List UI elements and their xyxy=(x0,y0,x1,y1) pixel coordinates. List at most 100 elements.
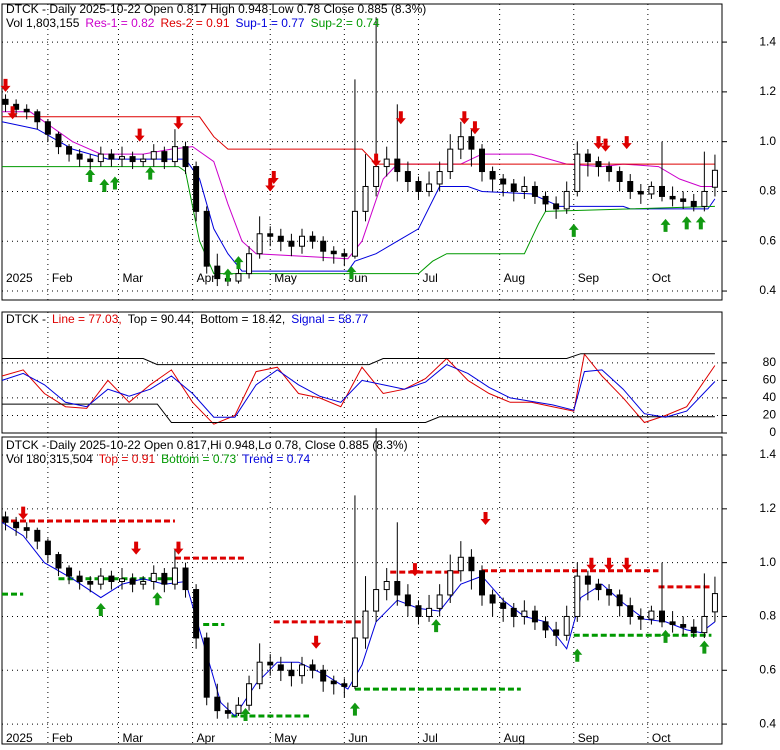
buy-arrow xyxy=(85,169,96,183)
panel-frame xyxy=(1,311,723,434)
candle-body xyxy=(648,610,655,620)
buy-arrow xyxy=(660,629,671,643)
candle-body xyxy=(637,615,644,620)
legend-entry: Bottom = 18.42, xyxy=(200,312,285,326)
candle-body xyxy=(341,253,348,257)
x-tick-label: Sep xyxy=(578,731,600,745)
y-tick-label: 0.6 xyxy=(759,233,776,247)
candle-body xyxy=(659,185,665,197)
candle-body xyxy=(23,527,30,531)
candle-body xyxy=(66,146,73,155)
buy-arrow xyxy=(99,179,110,193)
legend-entry: Top = 0.91 xyxy=(99,452,156,466)
x-tick-label: Aug xyxy=(504,731,525,745)
candle-body xyxy=(606,589,613,596)
candle-body xyxy=(171,567,178,585)
candle-body xyxy=(150,572,157,582)
series-line xyxy=(1,364,716,418)
candle-body xyxy=(119,156,125,160)
series-line xyxy=(2,166,715,275)
candle-body xyxy=(690,200,697,207)
candle-body xyxy=(161,151,168,163)
buy-arrow xyxy=(699,640,710,654)
y-tick-label: 0.8 xyxy=(759,609,776,623)
series-line xyxy=(1,521,716,717)
sell-arrow xyxy=(621,557,632,571)
y-tick-label: 0.8 xyxy=(759,184,776,198)
panel-header: Vol 180,315,504 Top = 0.91 Bottom = 0.73 Tr… xyxy=(6,452,310,466)
panel-subtitle: Vol 180,315,504 xyxy=(6,452,93,466)
y-tick-label: 1.2 xyxy=(759,84,776,98)
x-tick-label: May xyxy=(274,731,297,745)
buy-arrow xyxy=(568,223,579,237)
candle-body xyxy=(711,169,718,188)
candle-body xyxy=(97,575,104,585)
legend-entry: Sup-2 = 0.74 xyxy=(311,16,380,30)
panel-header: Vol 1,803,155 Res-1 = 0.82 Res-2 = 0.91 Sup… xyxy=(6,16,380,30)
legend-entry: Res-2 = 0.91 xyxy=(160,16,229,30)
y-tick-label: 1.4 xyxy=(759,447,776,461)
candle-body xyxy=(150,151,157,160)
candle-body xyxy=(542,195,549,205)
legend-entry: Line = 77.03, xyxy=(52,312,122,326)
legend-entry: Sup-1 = 0.77 xyxy=(236,16,305,30)
candle-body xyxy=(553,203,560,210)
sell-arrow xyxy=(0,78,11,92)
candle-body xyxy=(563,615,570,636)
candle-body xyxy=(563,190,570,210)
buy-arrow xyxy=(240,707,251,721)
candle-body xyxy=(129,156,136,163)
sell-arrow xyxy=(134,128,145,142)
candle-body xyxy=(2,98,9,105)
candle-body xyxy=(277,664,284,671)
candle-body xyxy=(606,166,613,173)
candle-body xyxy=(468,556,475,572)
candle-body xyxy=(595,583,602,591)
candle-body xyxy=(616,594,623,607)
sell-arrow xyxy=(395,111,406,125)
candle-body xyxy=(489,171,496,180)
candle-body xyxy=(373,589,380,612)
series-line xyxy=(1,352,716,425)
candle-body xyxy=(171,146,178,163)
x-tick-label: 2025 xyxy=(6,271,33,285)
candle-body xyxy=(44,540,51,556)
candle-body xyxy=(320,240,327,252)
y-tick-label: 0.4 xyxy=(759,283,776,297)
candle-body xyxy=(669,621,676,626)
candle-body xyxy=(267,233,274,237)
candle-body xyxy=(203,637,210,698)
candle-body xyxy=(76,575,83,582)
y-tick-label: 1.0 xyxy=(759,134,776,148)
candle-body xyxy=(330,680,337,685)
sell-arrow xyxy=(173,116,184,130)
candle-body xyxy=(351,210,358,257)
candle-body xyxy=(256,661,263,685)
candle-body xyxy=(299,664,305,677)
sell-arrow xyxy=(268,170,279,184)
candle-body xyxy=(394,580,401,596)
panel-header: DTCK - Daily 2025-10-22 Open 0.817,Hi 0.… xyxy=(6,438,408,452)
panel-frame xyxy=(1,3,723,301)
x-tick-label: 2025 xyxy=(6,731,33,745)
buy-arrow xyxy=(145,166,156,180)
candle-body xyxy=(108,575,115,582)
candle-body xyxy=(584,153,591,163)
candle-body xyxy=(426,183,433,192)
y-tick-label: 20 xyxy=(763,408,777,422)
series-line xyxy=(2,111,715,260)
candle-body xyxy=(648,185,655,195)
candle-body xyxy=(214,696,221,712)
candle-body xyxy=(500,178,507,185)
y-tick-label: 60 xyxy=(763,373,777,387)
buy-arrow xyxy=(152,592,163,606)
y-tick-label: 1.4 xyxy=(759,34,776,48)
candle-body xyxy=(214,265,221,280)
sell-arrow xyxy=(311,635,322,649)
x-tick-label: Oct xyxy=(652,271,671,285)
sell-arrow xyxy=(600,138,611,152)
candle-body xyxy=(584,575,591,585)
candle-body xyxy=(659,610,665,623)
